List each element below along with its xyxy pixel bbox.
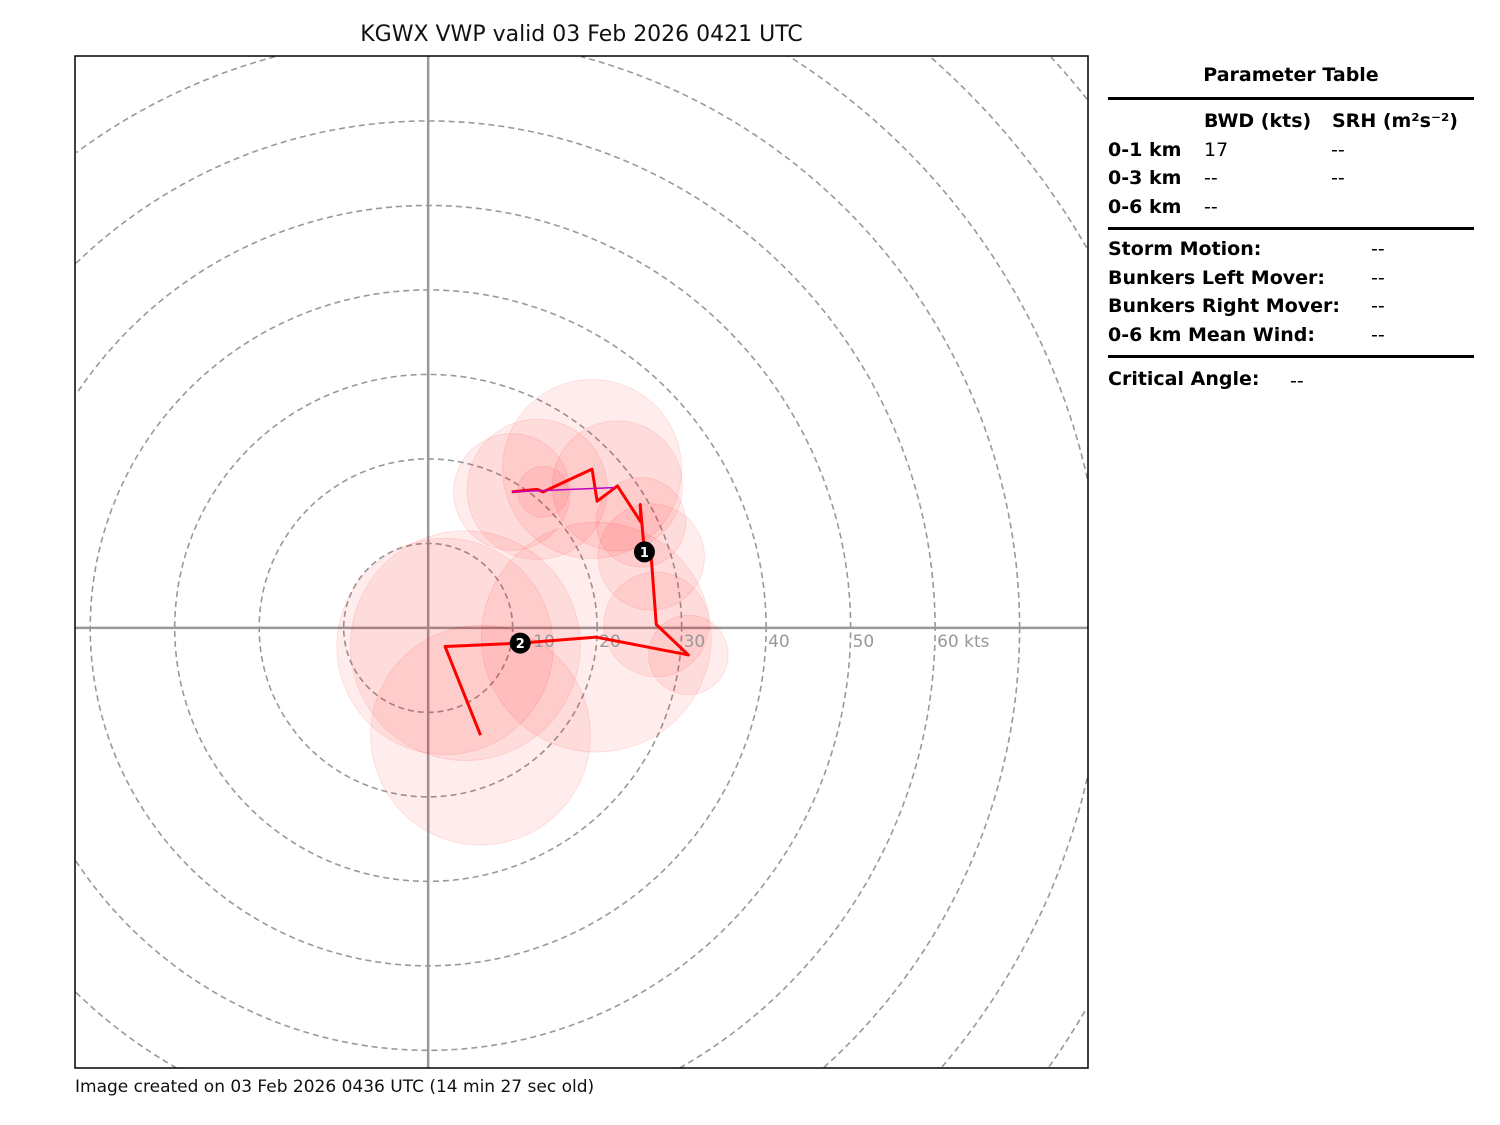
divider [1108, 355, 1474, 358]
srh-value: -- [1331, 138, 1345, 161]
critical-angle-row: Critical Angle: -- [1108, 368, 1474, 397]
range-ring [1048, 1007, 1088, 1068]
parameter-table: Parameter Table BWD (kts) SRH (m²s⁻²) 0-… [1108, 64, 1474, 397]
motion-value: -- [1371, 323, 1385, 346]
range-ring [823, 627, 1021, 1068]
motion-value: -- [1371, 295, 1385, 317]
motion-label: 0-6 km Mean Wind: [1108, 323, 1315, 346]
height-marker-label: 1 [640, 546, 649, 561]
parameter-table-title: Parameter Table [1203, 64, 1379, 86]
height-marker-label: 2 [516, 637, 525, 652]
motion-row: Bunkers Right Mover: -- [1108, 295, 1474, 324]
ring-label: 40 [768, 632, 790, 652]
row-label: 0-3 km [1108, 167, 1182, 189]
ring-label: 30 [684, 632, 706, 652]
motion-label: Bunkers Left Mover: [1108, 266, 1325, 289]
range-ring [173, 373, 683, 883]
bwd-value: 17 [1204, 138, 1229, 161]
range-ring [580, 55, 1021, 628]
motion-label: Bunkers Right Mover: [1108, 295, 1341, 317]
chart-title: KGWX VWP valid 03 Feb 2026 0421 UTC [360, 22, 803, 47]
motion-value: -- [1371, 238, 1385, 260]
ring-label: 50 [853, 632, 875, 652]
ring-label: 60 kts [937, 632, 990, 652]
range-ring [75, 55, 276, 154]
motion-row: Storm Motion: -- [1108, 238, 1474, 267]
ring-label: 20 [599, 632, 621, 652]
row-label: 0-1 km [1108, 138, 1182, 161]
range-ring [941, 776, 1089, 1068]
height-marker [509, 632, 531, 654]
motion-label: Storm Motion: [1108, 238, 1262, 260]
range-ring [75, 204, 852, 628]
bwd-value: -- [1204, 167, 1218, 189]
critical-angle-line [511, 486, 614, 493]
motion-row: Bunkers Left Mover: -- [1108, 267, 1474, 296]
col-header-srh: SRH (m²s⁻²) [1332, 110, 1458, 132]
divider [1108, 97, 1474, 100]
image-created-footer: Image created on 03 Feb 2026 0436 UTC (1… [75, 1077, 595, 1097]
critical-angle-value: -- [1290, 370, 1304, 392]
plot-frame [74, 55, 1089, 1069]
range-ring [75, 627, 852, 1052]
col-header-bwd: BWD (kts) [1204, 110, 1312, 132]
table-row: 0-1 km 17 -- [1108, 139, 1474, 168]
table-row: 0-3 km -- -- [1108, 167, 1474, 196]
motion-row: 0-6 km Mean Wind: -- [1108, 324, 1474, 353]
divider [1108, 227, 1474, 230]
critical-angle-label: Critical Angle: [1108, 368, 1260, 390]
srh-value: -- [1331, 167, 1345, 189]
range-ring [342, 542, 514, 714]
row-label: 0-6 km [1108, 195, 1182, 218]
motion-value: -- [1371, 266, 1385, 289]
range-ring [75, 120, 936, 628]
range-ring [788, 55, 1089, 479]
table-row: 0-6 km -- [1108, 196, 1474, 225]
bwd-value: -- [1204, 195, 1218, 218]
height-marker [633, 541, 655, 563]
range-ring [75, 991, 178, 1069]
range-ring [928, 55, 1088, 249]
range-ring [679, 627, 936, 1069]
range-ring [1050, 56, 1088, 100]
